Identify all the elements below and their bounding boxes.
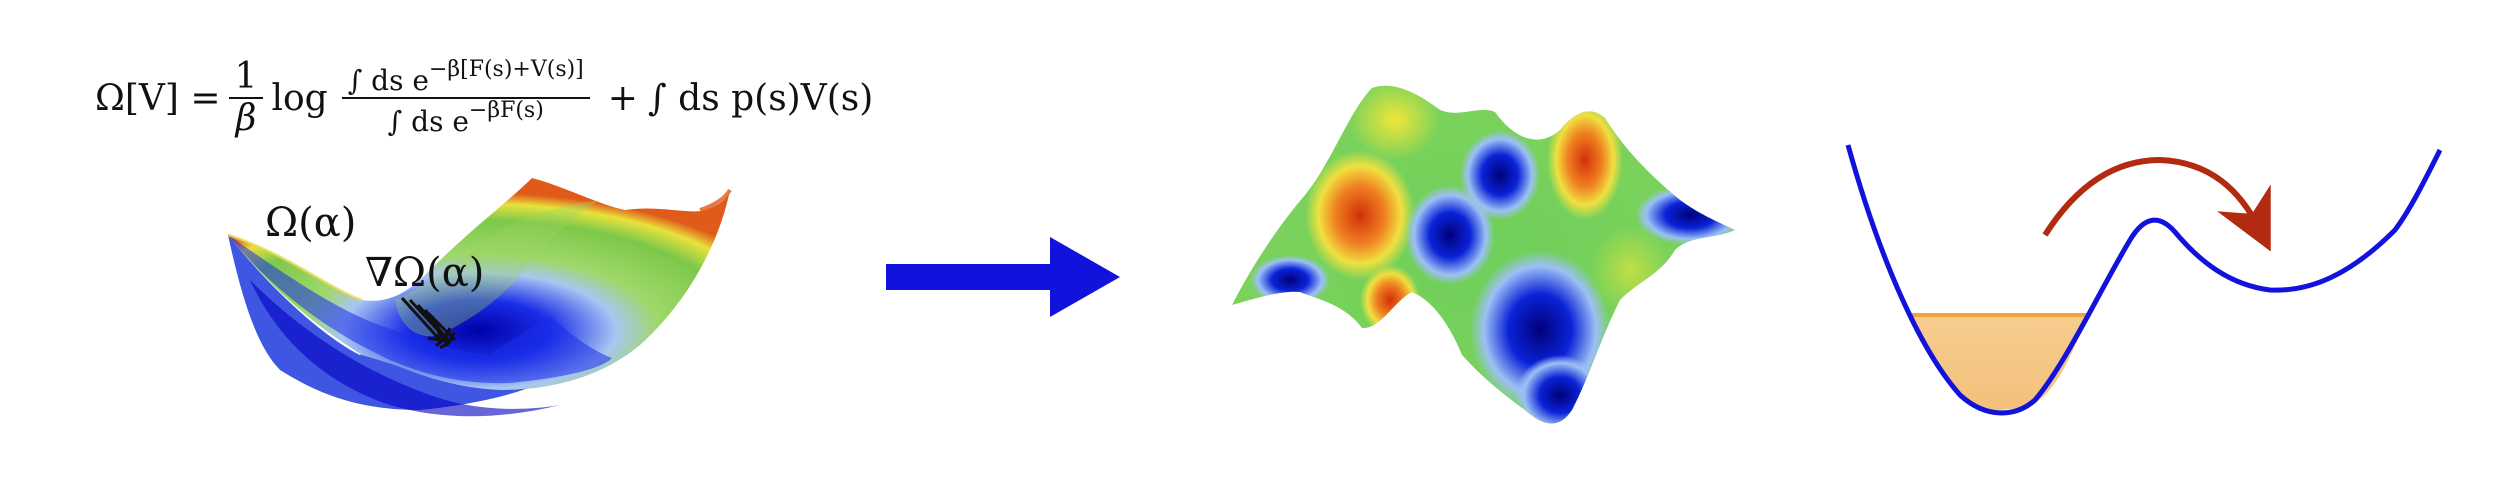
frac2-denominator: ∫ ds e−βF(s) bbox=[382, 98, 550, 138]
equation-plus: + bbox=[607, 77, 638, 119]
double-well-potential bbox=[1845, 144, 2443, 416]
frac2-numerator: ∫ ds e−β[F(s)+V(s)] bbox=[341, 57, 590, 99]
curved-arrow-icon bbox=[2042, 156, 2271, 252]
frac2-denominator-base: ∫ ds e bbox=[387, 105, 469, 138]
gradient-descent-arrows bbox=[400, 296, 457, 350]
grad-omega-alpha-label: ∇Ω(α) bbox=[365, 250, 485, 296]
rugged-landscape-surface bbox=[1232, 85, 1735, 424]
frac1-denominator: β bbox=[235, 98, 257, 139]
frac2-denominator-exponent: −βF(s) bbox=[468, 98, 544, 123]
equation-frac-partition: ∫ ds e−β[F(s)+V(s)] ∫ ds e−βF(s) bbox=[341, 57, 590, 138]
frac2-numerator-exponent: −β[F(s)+V(s)] bbox=[428, 57, 584, 83]
potential-curve bbox=[1845, 144, 2443, 416]
equation-frac-one-over-beta: 1 β bbox=[228, 57, 264, 139]
equation-log: log bbox=[271, 77, 328, 119]
right-arrow-icon bbox=[886, 237, 1120, 317]
omega-equation: Ω[V] = 1 β log ∫ ds e−β[F(s)+V(s)] ∫ ds … bbox=[95, 38, 875, 158]
frac1-numerator: 1 bbox=[228, 57, 264, 99]
omega-alpha-label: Ω(α) bbox=[265, 200, 357, 246]
frac2-numerator-base: ∫ ds e bbox=[347, 64, 429, 98]
equation-rhs: ∫ ds p(s)V(s) bbox=[647, 77, 874, 119]
smooth-bowl-surface bbox=[227, 178, 732, 417]
equation-lhs: Ω[V] = bbox=[95, 77, 221, 119]
